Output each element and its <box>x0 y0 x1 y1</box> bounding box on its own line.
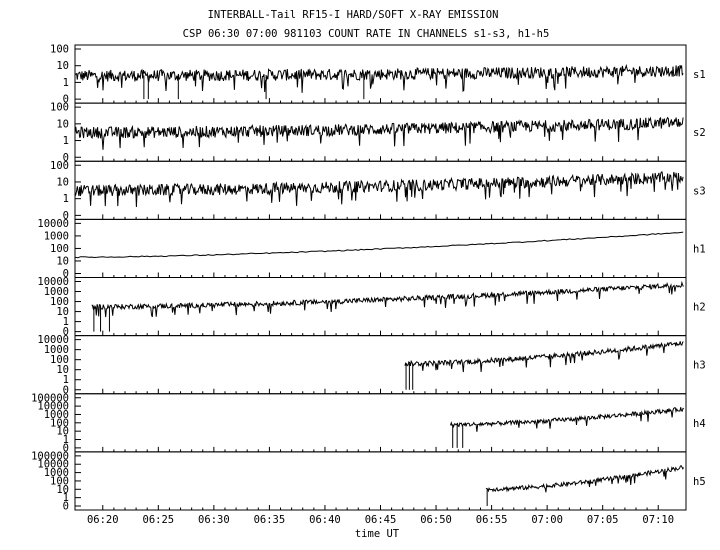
y-tick-label-h1: 10000 <box>37 218 69 230</box>
x-tick-label: 06:20 <box>87 514 119 526</box>
panel-frame-h4 <box>74 393 687 453</box>
y-tick-label-h5: 10 <box>56 484 69 496</box>
x-tick-label: 06:50 <box>420 514 452 526</box>
y-tick-label-h4: 10000 <box>37 401 69 413</box>
trace-h2 <box>91 280 684 318</box>
chart-subtitle: CSP 06:30 07:00 981103 COUNT RATE IN CHA… <box>183 28 550 40</box>
y-tick-label-h2: 100 <box>50 296 69 308</box>
panel-label-s3: s3 <box>693 185 706 197</box>
y-tick-label-s1: 100 <box>50 44 69 56</box>
y-tick-label-s2: 10 <box>56 118 69 130</box>
x-tick-label: 06:55 <box>476 514 508 526</box>
x-tick-label: 06:40 <box>309 514 341 526</box>
trace-h3 <box>404 341 684 373</box>
x-tick-label: 07:00 <box>531 514 563 526</box>
y-tick-label-h2: 0 <box>63 326 69 338</box>
y-tick-label-h2: 10000 <box>37 276 69 288</box>
x-axis: 06:20 06:25 06:30 06:35 06:40 06:45 06:50 06:55… <box>87 514 674 526</box>
panel-label-h4: h4 <box>693 418 706 430</box>
x-axis-title: time UT <box>355 528 400 540</box>
y-tick-label-h3: 1 <box>63 374 69 386</box>
panel-frame-h1 <box>74 218 687 278</box>
y-tick-label-h5: 1 <box>63 492 69 504</box>
panel-label-h2: h2 <box>693 302 706 314</box>
y-tick-label-h1: 1000 <box>44 230 69 242</box>
y-tick-label-h4: 1000 <box>44 409 69 421</box>
panel-label-h5: h5 <box>693 476 706 488</box>
chart-title: INTERBALL-Tail RF15-I HARD/SOFT X-RAY EM… <box>208 9 499 21</box>
panel-label-s2: s2 <box>693 127 706 139</box>
y-tick-label-s3: 10 <box>56 176 69 188</box>
panel-frame-h5 <box>74 451 687 511</box>
y-tick-label-s1: 1 <box>63 77 69 89</box>
y-tick-label-h3: 1000 <box>44 344 69 356</box>
x-tick-label: 07:05 <box>587 514 619 526</box>
y-tick-label-s3: 100 <box>50 160 69 172</box>
x-tick-label: 06:45 <box>365 514 397 526</box>
x-tick-label: 06:25 <box>143 514 175 526</box>
y-tick-label-h5: 100 <box>50 475 69 487</box>
x-tick-label: 07:10 <box>642 514 674 526</box>
trace-h1 <box>74 231 684 259</box>
y-tick-label-s3: 1 <box>63 193 69 205</box>
y-tick-label-h2: 10 <box>56 306 69 318</box>
y-tick-label-h5: 100000 <box>31 450 69 462</box>
y-tick-label-s1: 10 <box>56 60 69 72</box>
x-tick-label: 06:35 <box>254 514 286 526</box>
trace-s2 <box>74 116 684 150</box>
y-tick-label-h4: 10 <box>56 426 69 438</box>
trace-h5 <box>485 465 685 493</box>
panel-label-s1: s1 <box>693 69 706 81</box>
y-tick-label-h3: 10 <box>56 364 69 376</box>
trace-h4 <box>450 407 685 432</box>
x-tick-label: 06:30 <box>198 514 230 526</box>
y-tick-label-h4: 1 <box>63 434 69 446</box>
y-tick-label-h1: 0 <box>63 268 69 280</box>
y-tick-label-s1: 0 <box>63 94 69 106</box>
y-tick-label-s2: 1 <box>63 135 69 147</box>
y-tick-label-h1: 100 <box>50 243 69 255</box>
panel-frame-h3 <box>74 335 687 395</box>
y-tick-label-h2: 1 <box>63 316 69 328</box>
y-tick-label-h4: 100 <box>50 417 69 429</box>
y-tick-label-h3: 100 <box>50 354 69 366</box>
y-tick-label-h5: 10000 <box>37 459 69 471</box>
trace-s1 <box>74 63 684 93</box>
y-tick-label-h1: 10 <box>56 255 69 267</box>
panel-label-h1: h1 <box>693 243 706 255</box>
y-tick-label-h5: 0 <box>63 501 69 513</box>
y-tick-label-s3: 0 <box>63 210 69 222</box>
y-tick-label-h4: 100000 <box>31 392 69 404</box>
y-tick-label-h5: 1000 <box>44 467 69 479</box>
y-tick-label-h4: 0 <box>63 442 69 454</box>
y-tick-label-h2: 1000 <box>44 286 69 298</box>
panels-group: 1001010s11001010s21001010s31000010001001… <box>31 44 706 513</box>
trace-s3 <box>74 171 684 208</box>
panel-label-h3: h3 <box>693 360 706 372</box>
y-tick-label-h3: 10000 <box>37 334 69 346</box>
y-tick-label-s2: 0 <box>63 152 69 164</box>
y-tick-label-s2: 100 <box>50 102 69 114</box>
y-tick-label-h3: 0 <box>63 384 69 396</box>
